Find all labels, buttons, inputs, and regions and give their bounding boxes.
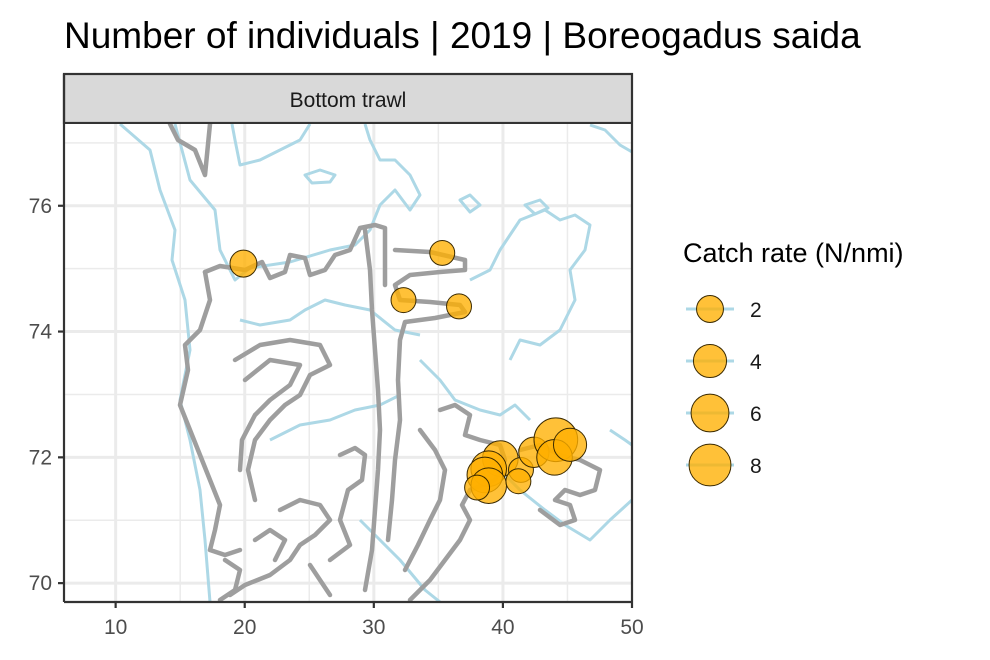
x-tick-label: 40 <box>491 616 514 639</box>
legend-label: 2 <box>750 299 762 322</box>
x-tick-label: 20 <box>233 616 256 639</box>
y-tick-label: 74 <box>29 321 53 344</box>
x-tick-label: 30 <box>362 616 385 639</box>
y-axis-ticks: 70 72 74 76 <box>29 195 64 595</box>
legend-key-point <box>692 343 728 379</box>
legend-label: 6 <box>750 403 762 426</box>
facet-label: Bottom trawl <box>290 89 407 112</box>
legend-label: 4 <box>750 351 762 374</box>
catch-point <box>446 293 472 320</box>
y-tick-label: 72 <box>29 446 52 469</box>
catch-points <box>229 239 588 504</box>
legend-label: 8 <box>750 455 762 478</box>
legend-key-point <box>696 295 724 323</box>
legend: 2 4 6 8 <box>686 295 762 487</box>
catch-point <box>229 249 258 278</box>
catch-point <box>390 287 417 314</box>
grid-lines <box>64 124 632 602</box>
legend-title: Catch rate (N/nmi) <box>683 238 904 268</box>
y-tick-label: 70 <box>29 572 52 595</box>
y-tick-label: 76 <box>29 195 52 218</box>
x-tick-label: 10 <box>104 616 127 639</box>
x-tick-label: 50 <box>620 616 643 639</box>
catch-point <box>505 468 532 495</box>
catch-point <box>464 474 491 501</box>
legend-key-point <box>690 393 730 433</box>
catch-point <box>429 239 456 266</box>
chart-title: Number of individuals | 2019 | Boreogadu… <box>64 15 861 56</box>
x-axis-ticks: 10 20 30 40 50 <box>104 602 644 639</box>
plot-panel <box>64 124 632 602</box>
legend-key-point <box>688 443 732 487</box>
catch-point <box>552 427 588 462</box>
